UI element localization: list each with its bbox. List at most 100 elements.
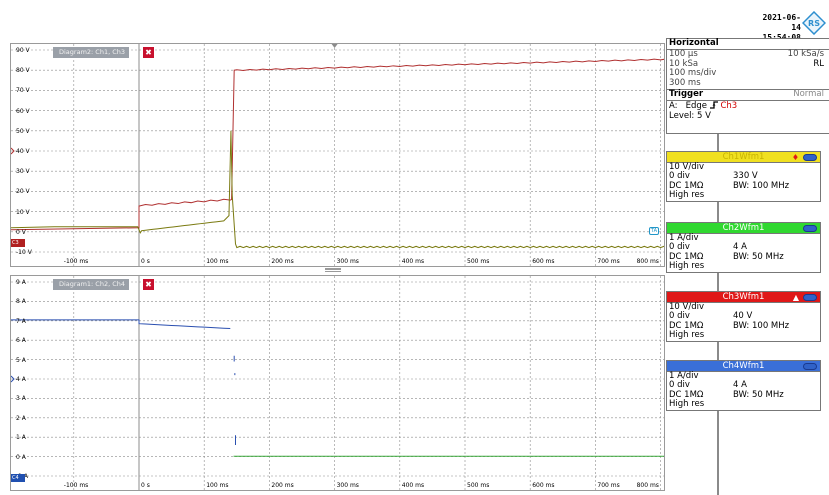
horizontal-scale: 100 μs xyxy=(669,48,698,59)
diagram1-panel[interactable]: Diagram1: Ch2, Ch4 ✖ 9 A 8 A 7 A 6 A 5 A 4 A 3… xyxy=(10,275,665,491)
ch3-info-box[interactable]: Ch3Wfm1 ▲ 10 V/div 0 div 40 V DC 1MΩ BW: 1… xyxy=(666,291,821,342)
x-axis-label: -100 ms xyxy=(63,482,89,489)
x-axis-label: 700 ms xyxy=(597,482,620,489)
y-axis-label: 60 V xyxy=(16,107,30,115)
ch1-value: 330 V xyxy=(733,171,758,182)
ch4-bandwidth: BW: 50 MHz xyxy=(733,389,784,400)
ch4-title-bar[interactable]: Ch4Wfm1 xyxy=(667,361,820,372)
x-axis-label: 800 ms xyxy=(636,258,659,265)
ch2-toggle-switch[interactable] xyxy=(803,225,817,232)
x-axis-label: 600 ms xyxy=(532,482,555,489)
record-length-row[interactable]: 10 kSa RL xyxy=(667,58,829,70)
y-axis-label: 0 A xyxy=(16,453,26,461)
rising-edge-icon xyxy=(709,101,718,109)
ch4-offset-marker xyxy=(11,375,15,383)
ch4-waveform xyxy=(11,319,231,330)
y-axis-label: 2 A xyxy=(16,414,26,422)
y-axis-label: 70 V xyxy=(16,87,30,95)
ch4-toggle-switch[interactable] xyxy=(803,363,817,370)
ch3-toggle-switch[interactable] xyxy=(803,294,817,301)
ch1-name: Ch1Wfm1 xyxy=(722,152,765,162)
trigger-mode: Normal xyxy=(793,88,824,99)
right-info-panel: Horizontal 100 μs 10 kSa/s 10 kSa RL 100… xyxy=(666,38,829,495)
trigger-level-row[interactable]: Level: 5 V xyxy=(667,111,829,122)
diagram2-close-button[interactable]: ✖ xyxy=(143,47,154,58)
x-axis-label: 100 ms xyxy=(206,482,229,489)
trigger-source-row[interactable]: A: Edge Ch3 xyxy=(667,101,829,112)
y-axis-label: 1 A xyxy=(16,434,26,442)
x-axis-label: 800 ms xyxy=(636,482,659,489)
ch1-title-bar[interactable]: Ch1Wfm1 ♦ xyxy=(667,152,820,163)
trigger-position-marker xyxy=(331,44,338,48)
trigger-header-row[interactable]: Trigger Normal xyxy=(667,88,829,101)
y-axis-label: 6 A xyxy=(16,337,26,345)
ch1-waveform xyxy=(11,130,664,249)
ch1-toggle-switch[interactable] xyxy=(803,154,817,161)
ch3-pin-icon[interactable]: ▲ xyxy=(792,293,799,302)
diagram2-panel[interactable]: Diagram2: Ch1, Ch3 ✖ 90 V 80 V 70 V 60 V 50 … xyxy=(10,43,665,267)
date-text: 2021-06-14 xyxy=(762,13,801,32)
ch3-name: Ch3Wfm1 xyxy=(722,292,765,302)
ch2-info-box[interactable]: Ch2Wfm1 1 A/div 0 div 4 A DC 1MΩ BW: 50 MH… xyxy=(666,222,821,273)
y-axis-label: 50 V xyxy=(16,127,30,135)
ch1-mode: High res xyxy=(669,190,705,201)
x-axis-label: 0 s xyxy=(141,258,150,265)
ch1-bandwidth: BW: 100 MHz xyxy=(733,180,790,191)
horizontal-header: Horizontal xyxy=(667,38,829,50)
position-row[interactable]: 300 ms xyxy=(667,78,829,89)
x-axis-label: -100 ms xyxy=(63,258,89,265)
rs-logo-icon: RS xyxy=(801,10,827,36)
y-axis-label: -10 V xyxy=(16,249,32,256)
y-axis-label: 90 V xyxy=(16,47,30,54)
ch1-pin-icon[interactable]: ♦ xyxy=(791,153,799,162)
time-div: 100 ms/div xyxy=(669,68,717,79)
y-axis-label: 4 A xyxy=(16,376,26,383)
x-axis-label: 400 ms xyxy=(401,482,425,489)
ch2-scale: 1 A/div xyxy=(669,233,699,243)
y-axis-label: 30 V xyxy=(16,168,30,176)
logo-text: RS xyxy=(808,19,820,28)
ch2-offset: 0 div xyxy=(669,242,690,253)
y-axis-label: 80 V xyxy=(16,67,30,75)
y-axis-label: 40 V xyxy=(16,148,30,155)
ch3-ground-marker[interactable]: C3 xyxy=(11,239,25,247)
ch3-value: 40 V xyxy=(733,311,753,322)
diagram-splitter-handle[interactable] xyxy=(325,267,341,273)
x-axis-label: 100 ms xyxy=(206,258,229,265)
y-axis-label: 3 A xyxy=(16,395,26,403)
horizontal-scale-row[interactable]: 100 μs 10 kSa/s xyxy=(667,48,829,60)
x-axis-label: 400 ms xyxy=(401,258,425,265)
datetime-display: 2021-06-14 15:54:08 xyxy=(755,0,801,42)
ch4-spike xyxy=(233,355,236,445)
ch4-info-box[interactable]: Ch4Wfm1 1 A/div 0 div 4 A DC 1MΩ BW: 50 MH… xyxy=(666,360,821,411)
time-text: 15:54:08 xyxy=(755,33,801,43)
x-axis-label: 500 ms xyxy=(467,482,490,489)
diagram1-close-button[interactable]: ✖ xyxy=(143,279,154,290)
ch1-info-box[interactable]: Ch1Wfm1 ♦ 10 V/div 0 div 330 V DC 1MΩ BW: … xyxy=(666,151,821,202)
diagram1-title: Diagram1: Ch2, Ch4 xyxy=(53,279,130,290)
record-length: 10 kSa xyxy=(669,58,699,69)
y-axis-label: 20 V xyxy=(16,188,30,196)
diagram2-title: Diagram2: Ch1, Ch3 xyxy=(53,47,130,58)
horizontal-settings-box[interactable]: Horizontal 100 μs 10 kSa/s 10 kSa RL 100… xyxy=(666,38,829,134)
x-axis-label: 600 ms xyxy=(532,258,555,265)
ch4-value: 4 A xyxy=(733,380,747,391)
y-axis-label: 0 V xyxy=(16,228,26,236)
ch2-title-bar[interactable]: Ch2Wfm1 xyxy=(667,223,820,234)
rl-label: RL xyxy=(813,58,824,69)
ch2-coupling: DC 1MΩ xyxy=(669,251,704,262)
y-axis-label: 9 A xyxy=(16,279,26,286)
x-axis-label: 200 ms xyxy=(271,482,294,489)
x-axis-label: 0 s xyxy=(141,482,150,489)
time-div-row[interactable]: 100 ms/div xyxy=(667,68,829,79)
trigger-level-marker[interactable]: TA xyxy=(649,227,660,235)
diagram1-plot[interactable] xyxy=(11,276,665,491)
ch4-ground-marker[interactable]: C4 xyxy=(11,474,25,482)
ch2-mode: High res xyxy=(669,261,705,272)
ch3-title-bar[interactable]: Ch3Wfm1 ▲ xyxy=(667,292,820,303)
ch4-scale: 1 A/div xyxy=(669,371,699,381)
ch2-value: 4 A xyxy=(733,242,747,253)
diagram2-plot[interactable] xyxy=(11,44,665,267)
sample-rate: 10 kSa/s xyxy=(787,48,824,59)
trigger-source: Ch3 xyxy=(720,100,738,111)
